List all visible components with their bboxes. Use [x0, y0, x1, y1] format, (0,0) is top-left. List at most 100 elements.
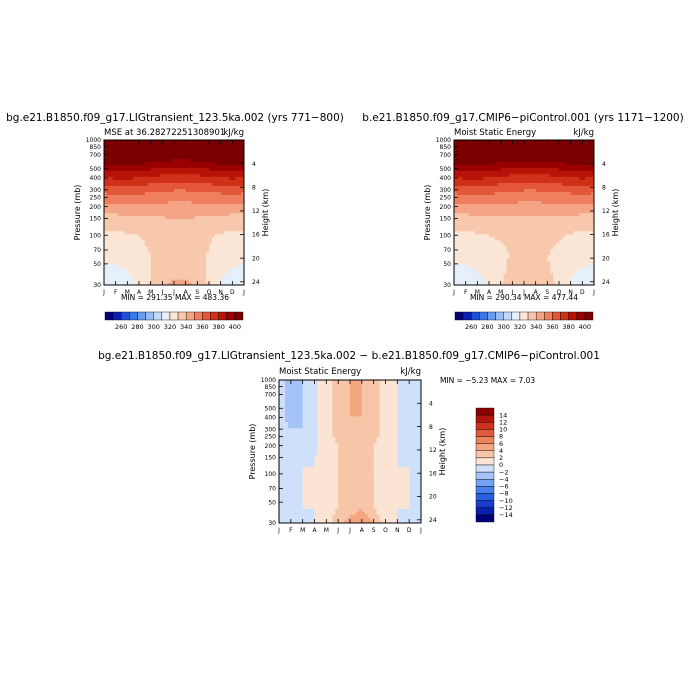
field-cell	[317, 514, 322, 518]
field-cell	[591, 245, 594, 250]
field-cell	[188, 227, 193, 232]
field-cell	[241, 272, 244, 277]
field-cell	[535, 203, 540, 208]
field-cell	[494, 164, 499, 168]
field-cell	[529, 251, 534, 256]
field-cell	[518, 242, 522, 247]
field-cell	[518, 269, 522, 274]
field-cell	[521, 239, 525, 244]
field-cell	[182, 200, 187, 205]
field-cell	[418, 520, 421, 523]
field-cell	[576, 227, 581, 232]
field-cell	[480, 218, 484, 223]
field-cell	[553, 260, 557, 265]
field-cell	[547, 221, 551, 226]
field-cell	[588, 170, 592, 174]
field-cell	[238, 230, 242, 235]
field-cell	[459, 149, 464, 153]
field-cell	[559, 254, 563, 259]
field-cell	[573, 218, 578, 223]
field-cell	[176, 206, 181, 211]
field-cell	[174, 272, 178, 277]
field-cell	[109, 167, 114, 171]
field-cell	[200, 176, 204, 180]
field-cell	[564, 143, 569, 147]
field-cell	[465, 260, 470, 265]
field-cell	[139, 257, 143, 262]
field-cell	[524, 239, 528, 244]
field-cell	[564, 257, 569, 262]
field-cell	[106, 278, 111, 283]
field-cell	[156, 227, 161, 232]
field-cell	[162, 239, 166, 244]
field-cell	[532, 218, 537, 223]
field-cell	[579, 215, 583, 220]
field-cell	[459, 188, 464, 192]
field-cell	[456, 263, 461, 268]
field-cell	[561, 173, 566, 177]
field-cell	[483, 152, 487, 156]
field-cell	[200, 164, 204, 168]
field-cell	[127, 158, 131, 162]
field-cell	[538, 197, 543, 202]
field-cell	[147, 140, 152, 144]
field-cell	[570, 152, 575, 156]
field-cell	[165, 221, 169, 226]
field-cell	[153, 185, 158, 189]
field-cell	[203, 164, 207, 168]
field-cell	[112, 146, 117, 150]
field-cell	[576, 194, 581, 198]
field-cell	[567, 230, 572, 235]
field-cell	[127, 149, 131, 153]
field-cell	[194, 206, 198, 211]
field-cell	[188, 182, 193, 186]
field-cell	[118, 260, 123, 265]
field-cell	[526, 155, 531, 159]
field-cell	[159, 182, 163, 186]
field-cell	[500, 263, 505, 268]
field-cell	[468, 158, 473, 162]
field-cell	[191, 251, 196, 256]
field-cell	[477, 161, 481, 165]
field-cell	[591, 236, 594, 241]
field-cell	[203, 233, 207, 238]
field-cell	[144, 227, 149, 232]
field-cell	[165, 191, 169, 195]
field-cell	[483, 143, 487, 147]
x-tick-label: N	[218, 289, 223, 296]
field-cell	[541, 140, 546, 144]
x-tick-label: F	[114, 289, 118, 296]
field-cell	[211, 188, 216, 192]
field-cell	[474, 227, 478, 232]
field-cell	[535, 230, 540, 235]
field-cell	[524, 236, 528, 241]
field-cell	[232, 143, 236, 147]
field-cell	[477, 164, 481, 168]
field-cell	[483, 158, 487, 162]
field-cell	[456, 158, 461, 162]
field-cell	[480, 272, 484, 277]
field-cell	[238, 206, 242, 211]
field-cell	[150, 149, 155, 153]
field-cell	[302, 508, 307, 512]
field-cell	[570, 227, 575, 232]
field-cell	[462, 179, 467, 183]
field-cell	[512, 197, 516, 202]
field-cell	[547, 155, 551, 159]
field-cell	[526, 215, 531, 220]
field-cell	[588, 221, 592, 226]
field-cell	[182, 278, 187, 283]
field-cell	[188, 170, 193, 174]
field-cell	[512, 212, 516, 217]
field-cell	[223, 209, 228, 214]
field-cell	[176, 143, 181, 147]
field-cell	[561, 281, 566, 285]
field-cell	[136, 224, 140, 229]
field-cell	[153, 176, 158, 180]
y-tick-label: 400	[440, 175, 452, 182]
field-cell	[468, 167, 473, 171]
field-cell	[112, 269, 117, 274]
field-cell	[489, 206, 493, 211]
field-cell	[118, 209, 123, 214]
panel-2-field	[454, 140, 594, 285]
